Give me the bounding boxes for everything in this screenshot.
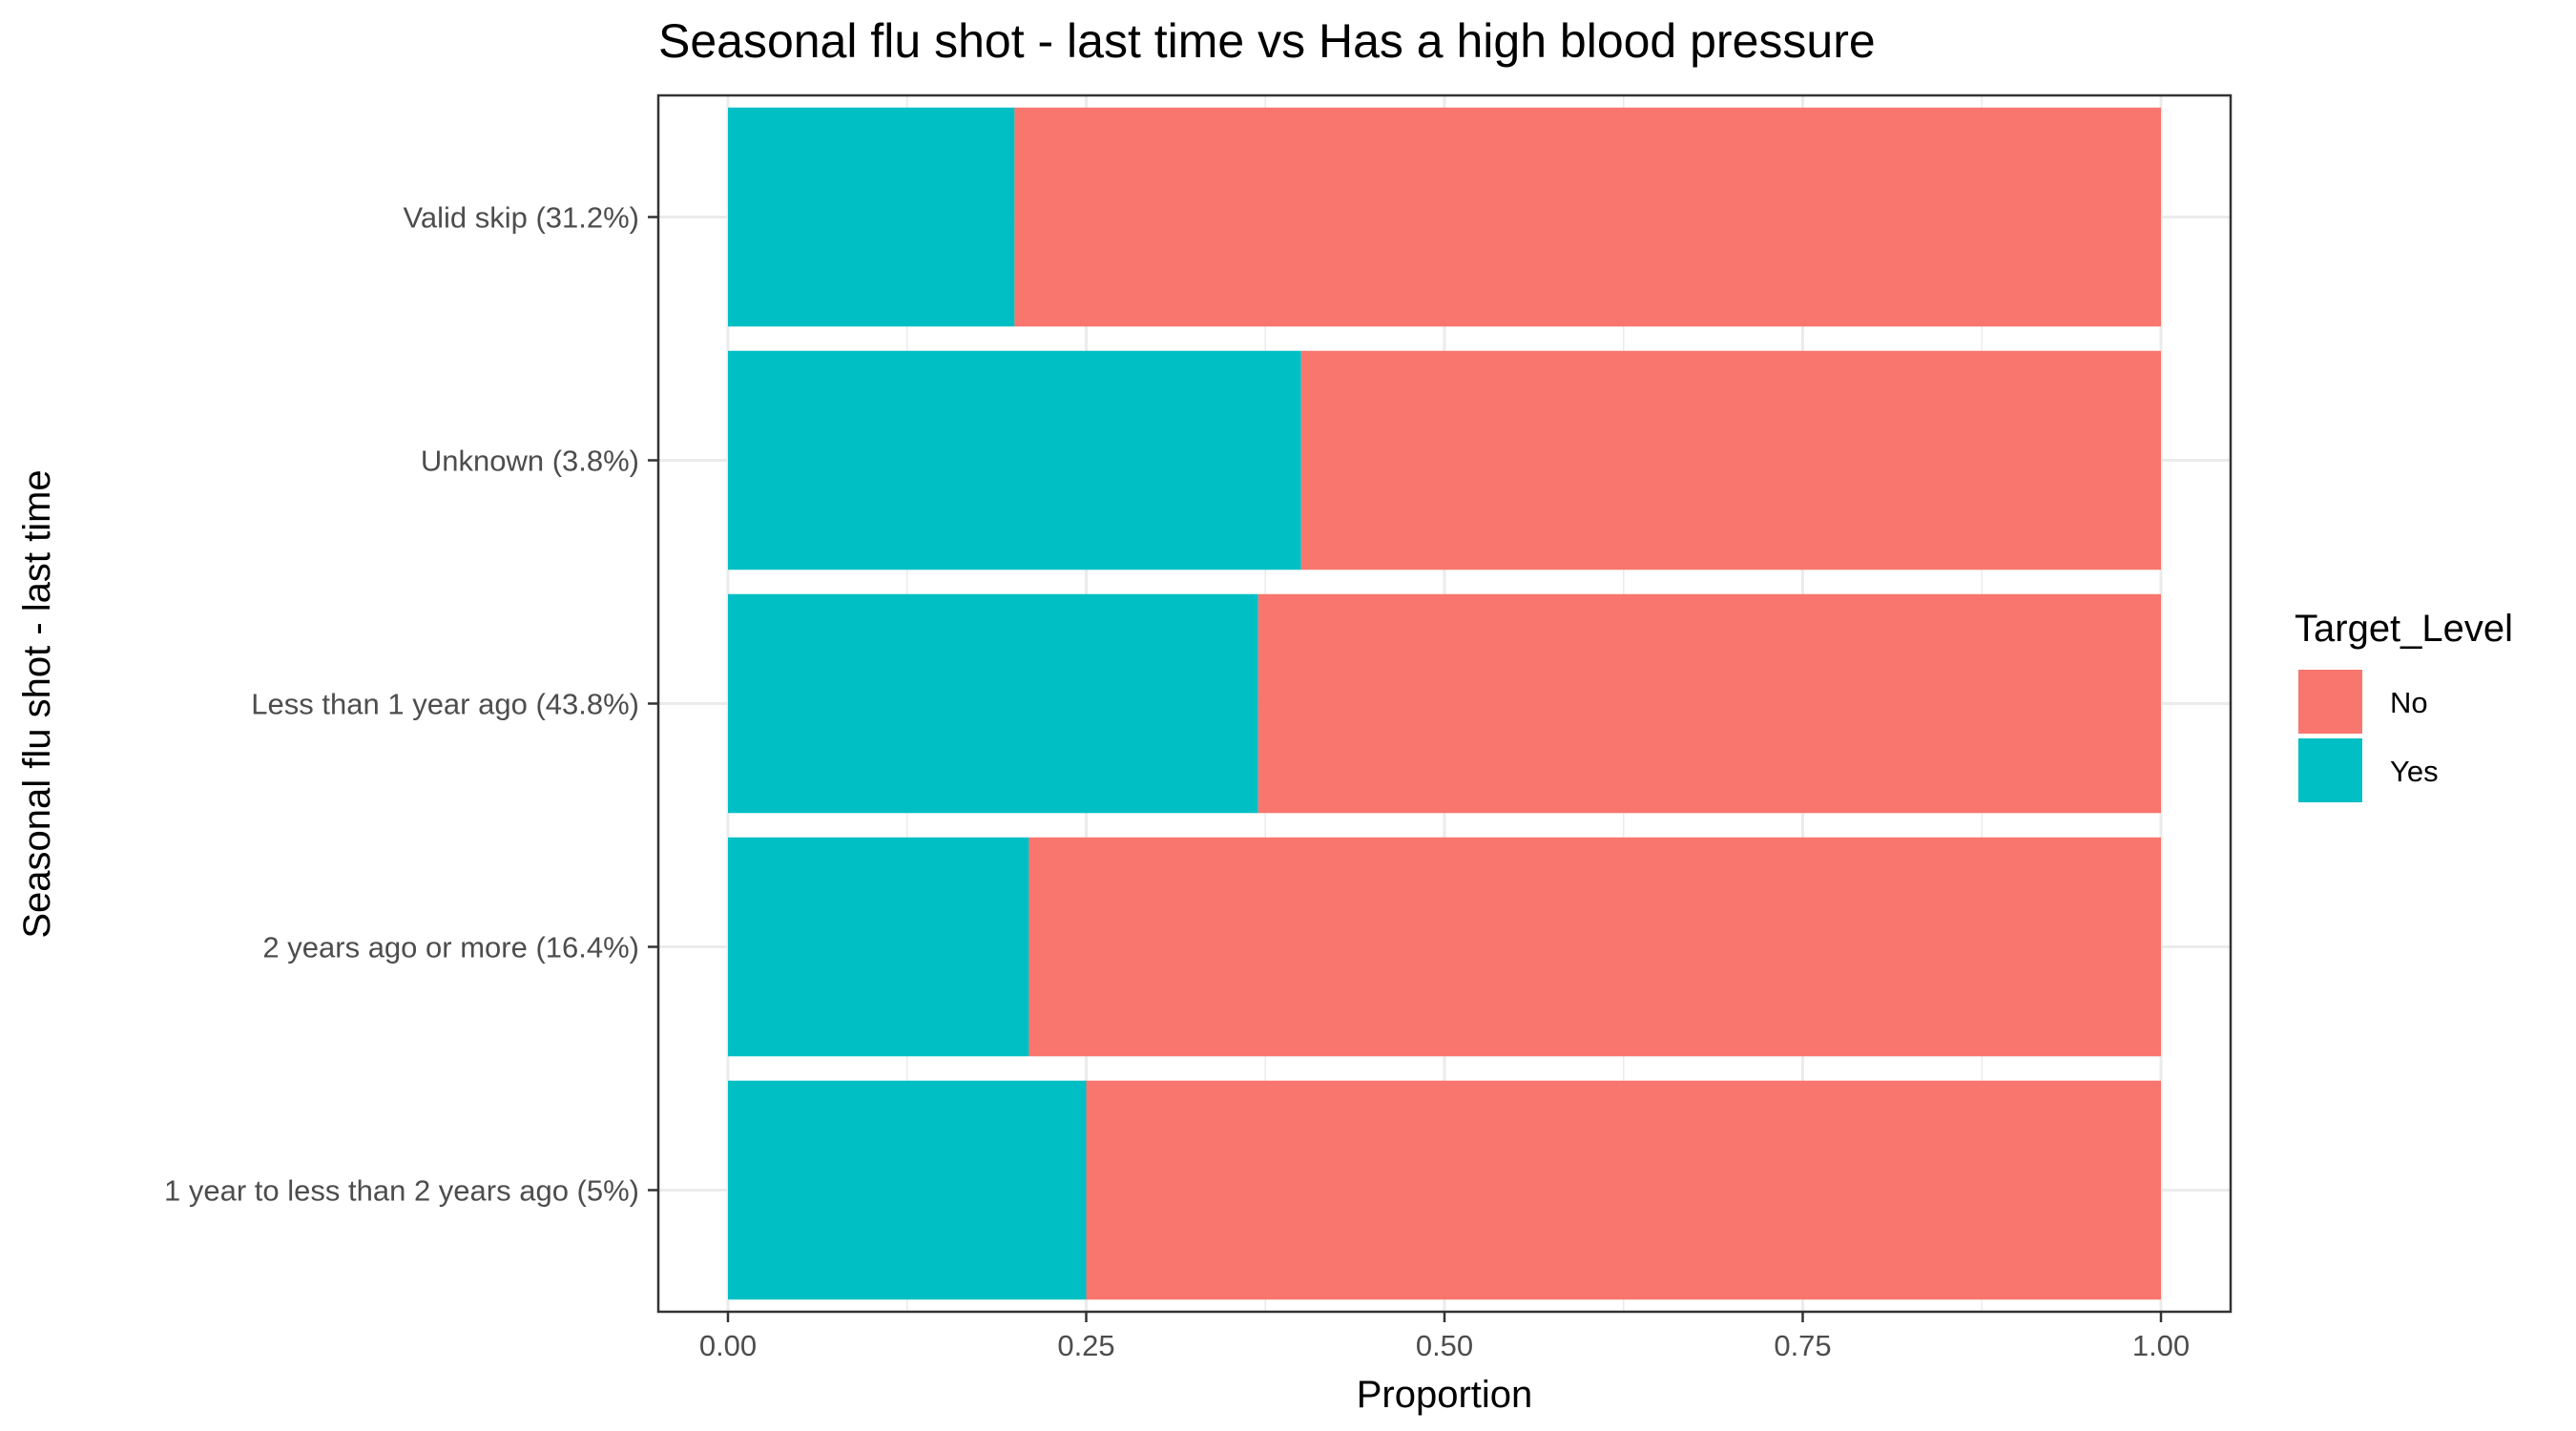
x-axis-title: Proportion <box>1357 1374 1533 1416</box>
y-tick-label: 1 year to less than 2 years ago (5%) <box>164 1174 639 1208</box>
y-tick-label: Unknown (3.8%) <box>421 445 639 478</box>
bar-no <box>1086 1080 2161 1300</box>
bar-no <box>1014 107 2161 327</box>
bar-no <box>1300 350 2161 570</box>
x-tick-label: 0.75 <box>1774 1329 1831 1362</box>
legend-key-yes <box>2298 738 2362 802</box>
legend-label-no: No <box>2390 686 2428 719</box>
bar-yes <box>728 1080 1087 1300</box>
bar-no <box>1257 593 2161 814</box>
x-axis: 0.00 0.25 0.50 0.75 1.00 <box>699 1312 2190 1362</box>
y-tick-label: Valid skip (31.2%) <box>403 201 639 235</box>
bar-no <box>1028 837 2161 1057</box>
x-tick-label: 1.00 <box>2132 1329 2190 1362</box>
bar-yes <box>728 107 1015 327</box>
y-tick-label: Less than 1 year ago (43.8%) <box>251 688 639 721</box>
y-axis: Valid skip (31.2%) Unknown (3.8%) Less tha… <box>164 201 658 1208</box>
x-tick-label: 0.00 <box>699 1329 757 1362</box>
legend-label-yes: Yes <box>2390 755 2439 788</box>
y-axis-title: Seasonal flu shot - last time <box>16 469 58 938</box>
legend-key-no <box>2298 670 2362 734</box>
x-tick-label: 0.50 <box>1416 1329 1473 1362</box>
legend-title: Target_Level <box>2295 608 2513 650</box>
bar-yes <box>728 593 1258 814</box>
legend: Target_Level No Yes <box>2295 608 2513 802</box>
x-tick-label: 0.25 <box>1057 1329 1114 1362</box>
bar-yes <box>728 350 1301 570</box>
bar-yes <box>728 837 1029 1057</box>
chart-title: Seasonal flu shot - last time vs Has a h… <box>658 14 1876 68</box>
y-tick-label: 2 years ago or more (16.4%) <box>262 931 639 964</box>
bars <box>728 107 2161 1300</box>
